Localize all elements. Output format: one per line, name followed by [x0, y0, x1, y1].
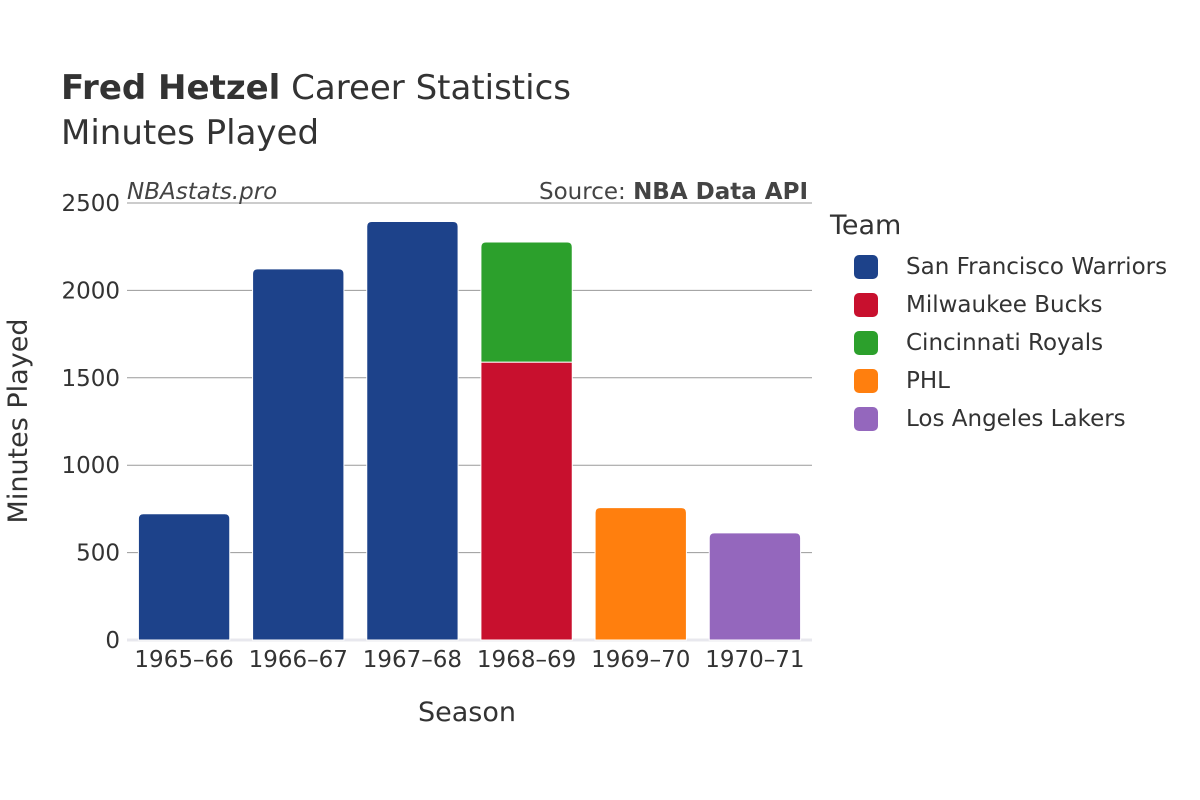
chart-title-block: Fred Hetzel Career Statistics Minutes Pl… — [61, 66, 571, 155]
y-tick-label: 1000 — [61, 453, 120, 479]
legend-title: Team — [830, 210, 902, 241]
legend-swatch — [854, 293, 878, 317]
bar-segment[interactable] — [708, 532, 802, 641]
legend-label: PHL — [906, 368, 950, 394]
x-tick-label: 1966–67 — [249, 647, 348, 673]
legend-item[interactable]: PHL — [854, 362, 1167, 400]
y-tick-label: 1500 — [61, 366, 120, 392]
bar-segment[interactable] — [480, 241, 573, 363]
x-tick-labels: 1965–66 1966–67 1967–68 1968–69 1969–70 1970–… — [134, 647, 804, 673]
legend-swatch — [854, 331, 878, 355]
source-prefix: Source: — [539, 179, 633, 205]
legend-item[interactable]: Cincinnati Royals — [854, 324, 1167, 362]
grid-lines — [127, 202, 812, 642]
bars — [137, 221, 802, 641]
source-name: NBA Data API — [633, 179, 808, 205]
y-axis-label: Minutes Played — [3, 319, 34, 524]
legend-swatch — [854, 255, 878, 279]
y-tick-label: 2000 — [61, 278, 120, 304]
x-tick-label: 1969–70 — [591, 647, 690, 673]
legend-label: San Francisco Warriors — [906, 254, 1168, 280]
x-tick-label: 1967–68 — [363, 647, 462, 673]
title-suffix: Career Statistics — [291, 68, 571, 108]
legend-item[interactable]: Los Angeles Lakers — [854, 400, 1167, 438]
bar-segment[interactable] — [480, 361, 573, 641]
legend: Team San Francisco Warriors Milwaukee Buc… — [830, 208, 1167, 438]
chart-title: Fred Hetzel Career Statistics — [61, 66, 571, 110]
x-axis-label: Season — [418, 697, 516, 728]
legend-items: San Francisco Warriors Milwaukee Bucks Cin… — [830, 248, 1167, 438]
bar-segment[interactable] — [252, 268, 345, 641]
legend-label: Milwaukee Bucks — [906, 292, 1103, 318]
chart-subtitle: Minutes Played — [61, 113, 320, 153]
y-tick-label: 0 — [105, 628, 120, 654]
y-tick-labels: 0 500 1000 1500 2000 2500 — [61, 191, 120, 654]
legend-label: Los Angeles Lakers — [906, 406, 1126, 432]
x-tick-label: 1965–66 — [134, 647, 233, 673]
legend-item[interactable]: San Francisco Warriors — [854, 248, 1167, 286]
legend-swatch — [854, 369, 878, 393]
legend-swatch — [854, 407, 878, 431]
bar-segment[interactable] — [594, 507, 687, 641]
legend-item[interactable]: Milwaukee Bucks — [854, 286, 1167, 324]
bar-segment[interactable] — [366, 221, 459, 641]
x-tick-label: 1970–71 — [705, 647, 804, 673]
watermark: NBAstats.pro — [127, 179, 277, 205]
player-name: Fred Hetzel — [61, 68, 281, 108]
bar-segment[interactable] — [137, 513, 231, 641]
source-credit: Source: NBA Data API — [539, 179, 808, 205]
y-tick-label: 500 — [76, 541, 120, 567]
y-tick-label: 2500 — [61, 191, 120, 217]
x-tick-label: 1968–69 — [477, 647, 576, 673]
legend-label: Cincinnati Royals — [906, 330, 1104, 356]
